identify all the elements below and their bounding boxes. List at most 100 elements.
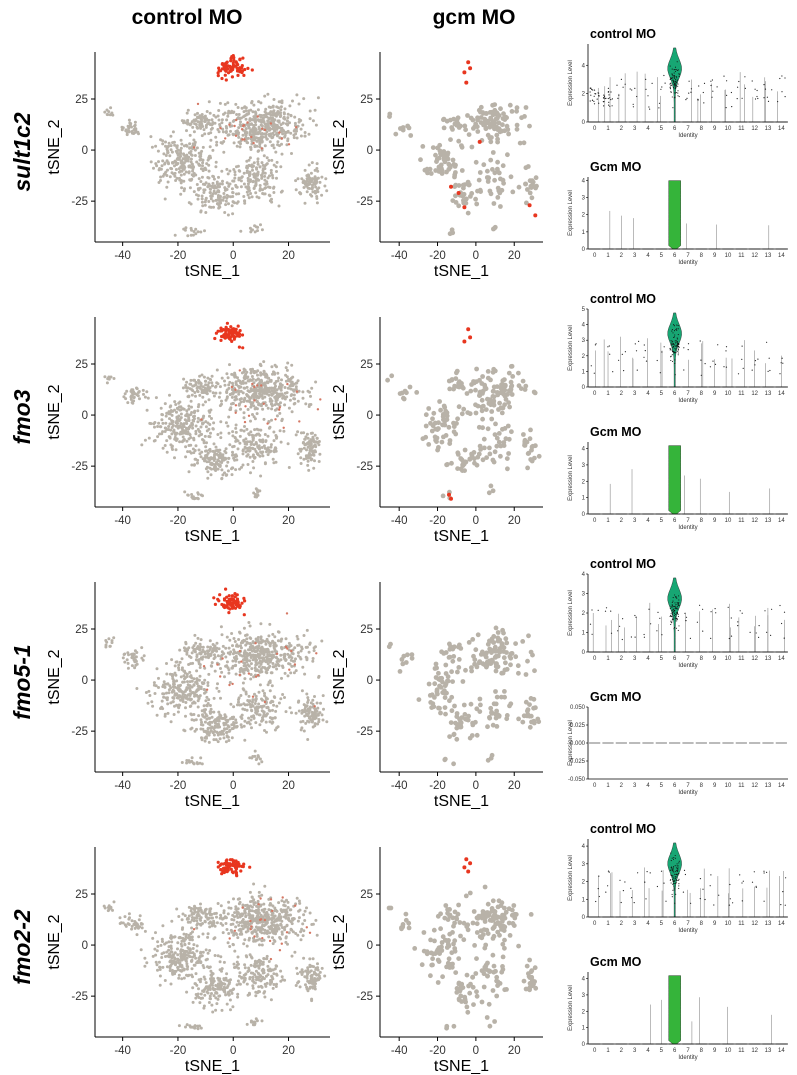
- cell-point: [269, 449, 273, 453]
- violin-dot: [611, 98, 614, 100]
- expressing-cells: [447, 327, 473, 501]
- y-tick-label: 3: [582, 338, 586, 344]
- cell-point: [198, 663, 202, 667]
- cell-point: [251, 447, 255, 450]
- cell-point: [276, 630, 280, 634]
- x-axis-title: Identity: [678, 133, 697, 139]
- cell-point: [264, 670, 268, 674]
- cell-point: [494, 132, 500, 138]
- cell-point: [290, 393, 294, 397]
- cell-point: [250, 122, 254, 126]
- cell-point: [253, 230, 257, 234]
- cell-point: [194, 227, 198, 231]
- cell-point: [189, 233, 193, 237]
- cell-point: [438, 151, 443, 157]
- cell-point: [192, 463, 196, 467]
- cell-point: [196, 491, 200, 495]
- cell-point: [200, 134, 204, 138]
- cell-point: [162, 683, 165, 687]
- cell-point: [157, 181, 161, 184]
- cell-point: [197, 448, 201, 452]
- cell-point: [246, 653, 250, 656]
- cell-point: [283, 107, 287, 111]
- cell-point: [293, 401, 297, 405]
- cell-point: [242, 438, 246, 442]
- cell-point: [258, 683, 262, 687]
- cell-point: [243, 398, 246, 402]
- cell-point: [256, 229, 259, 233]
- cell-point: [460, 193, 466, 199]
- cell-point: [240, 106, 244, 110]
- cell-point: [149, 422, 153, 426]
- cell-point: [260, 446, 264, 449]
- cell-point: [468, 194, 473, 199]
- cell-point: [228, 380, 232, 384]
- expressing-cell-point: [243, 138, 246, 141]
- cell-point: [250, 667, 254, 671]
- cell-point: [177, 663, 181, 667]
- expressing-cell-point: [252, 141, 255, 145]
- cell-point: [263, 174, 267, 178]
- violin-dot: [676, 329, 678, 331]
- cell-point: [233, 436, 237, 440]
- cell-point: [196, 496, 200, 500]
- expressing-cell-point: [231, 67, 235, 72]
- cell-point: [302, 431, 306, 435]
- cell-point: [265, 180, 269, 184]
- cell-point: [133, 130, 137, 134]
- cell-point: [201, 204, 205, 208]
- cell-point: [516, 383, 522, 389]
- violin-dot: [674, 334, 676, 336]
- cell-point: [243, 738, 247, 742]
- violin-dot: [711, 96, 713, 98]
- cell-point: [219, 420, 223, 424]
- cell-point: [235, 185, 239, 189]
- cell-point: [226, 133, 230, 137]
- cell-point: [192, 417, 196, 421]
- cell-point: [161, 159, 165, 163]
- violin-dot: [672, 340, 674, 342]
- cell-point: [194, 432, 198, 436]
- x-tick-label: 9: [713, 126, 717, 132]
- violin-dot: [782, 362, 784, 364]
- cell-point: [279, 190, 283, 194]
- violin-dot: [781, 357, 783, 359]
- cell-point: [242, 110, 246, 114]
- cell-point: [204, 655, 208, 659]
- cell-point: [203, 691, 206, 695]
- cell-point: [206, 649, 210, 653]
- cell-point: [253, 184, 257, 188]
- cell-point: [325, 189, 329, 193]
- cell-point: [304, 435, 308, 439]
- cell-point: [272, 439, 276, 443]
- violin-dot: [605, 97, 607, 99]
- cell-point: [266, 662, 270, 666]
- cell-point: [269, 132, 273, 136]
- cell-point: [306, 459, 310, 463]
- cell-point: [258, 713, 262, 717]
- cell-point: [218, 123, 222, 126]
- cell-point: [213, 653, 216, 657]
- cell-point: [248, 455, 252, 459]
- cell-point: [127, 653, 130, 657]
- cell-point: [209, 187, 212, 191]
- cell-point: [297, 118, 301, 121]
- cell-point: [212, 205, 215, 209]
- cell-point: [191, 661, 195, 665]
- cell-point: [290, 410, 294, 414]
- cell-point: [250, 118, 254, 122]
- cell-point: [221, 130, 225, 134]
- cell-point: [239, 407, 242, 411]
- cell-point: [302, 729, 306, 733]
- cell-point: [456, 203, 462, 209]
- cell-point: [163, 161, 167, 165]
- cell-point: [307, 163, 311, 167]
- cell-point: [241, 670, 245, 674]
- cell-point: [237, 403, 241, 407]
- x-tick-label: 11: [738, 391, 745, 397]
- cell-point: [455, 450, 461, 456]
- cell-point: [276, 140, 280, 144]
- violin-dot: [677, 95, 679, 97]
- cell-point: [314, 123, 318, 127]
